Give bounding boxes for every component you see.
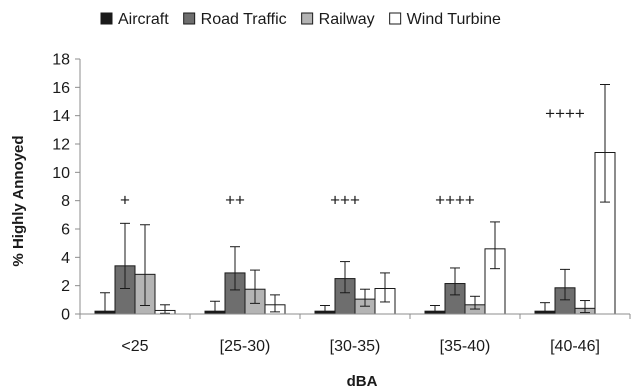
- y-tick-label: 16: [52, 80, 70, 97]
- y-tick-label: 4: [61, 250, 70, 267]
- significance-marker: ++++: [435, 190, 475, 209]
- significance-annotations: + ++ +++ ++++++++: [120, 104, 585, 209]
- legend-swatch: [100, 12, 113, 25]
- y-axis-title: % Highly Annoyed: [10, 135, 27, 266]
- legend-label: Wind Turbine: [407, 11, 501, 28]
- legend-swatch: [183, 12, 196, 25]
- x-category-label: <25: [121, 338, 148, 355]
- y-tick-label: 2: [61, 278, 70, 295]
- x-category-label: [30-35): [330, 338, 381, 355]
- y-tick-label: 8: [61, 193, 70, 210]
- error-bars: [100, 84, 610, 315]
- significance-marker: +: [120, 190, 130, 209]
- significance-marker: +++: [330, 190, 360, 209]
- y-tick-label: 6: [61, 222, 70, 239]
- legend-label: Railway: [319, 11, 375, 28]
- x-axis: <25 [25-30) [30-35) [35-40) [40-46]: [79, 313, 631, 355]
- y-axis: 0 2 4 6 8 10 12 14 16 18: [52, 52, 81, 324]
- y-tick-label: 12: [52, 137, 70, 154]
- significance-marker: ++: [225, 190, 245, 209]
- y-tick-label: 14: [52, 108, 70, 125]
- legend-label: Road Traffic: [201, 11, 287, 28]
- legend-swatch: [301, 12, 314, 25]
- x-category-label: [40-46]: [550, 338, 600, 355]
- y-tick-label: 0: [61, 307, 70, 324]
- legend: Aircraft Road Traffic Railway Wind Turbine: [100, 11, 501, 28]
- y-tick-label: 10: [52, 165, 70, 182]
- x-category-label: [35-40): [440, 338, 491, 355]
- y-tick-label: 18: [52, 52, 70, 69]
- significance-marker: ++++: [545, 104, 585, 123]
- bars: [94, 152, 616, 315]
- legend-label: Aircraft: [118, 11, 169, 28]
- x-category-label: [25-30): [220, 338, 271, 355]
- x-axis-title: dBA: [347, 373, 378, 389]
- legend-swatch: [389, 12, 402, 25]
